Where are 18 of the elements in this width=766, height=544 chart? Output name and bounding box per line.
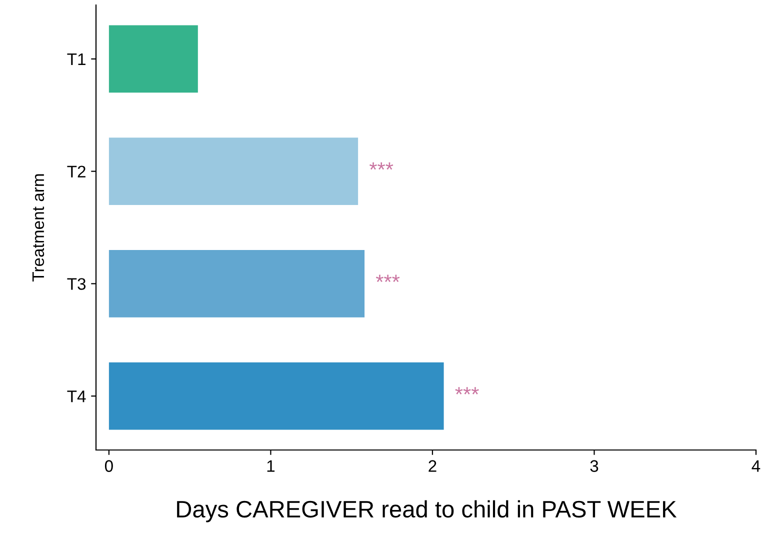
y-tick-label: T2 <box>67 166 86 178</box>
bar <box>108 25 198 93</box>
x-tick-label: 0 <box>104 460 113 472</box>
y-tick-label: T4 <box>67 390 86 402</box>
y-tick-label: T1 <box>67 54 86 65</box>
bar <box>108 250 365 318</box>
x-tick-label: 3 <box>590 460 598 472</box>
x-tick-label: 4 <box>752 460 760 472</box>
x-tick-label: 2 <box>428 460 436 472</box>
y-axis-title: Treatment arm <box>32 174 44 282</box>
x-tick-label: 1 <box>267 460 275 472</box>
bar <box>108 362 444 430</box>
y-tick-label: T3 <box>67 278 86 290</box>
annotation: *** <box>370 162 394 170</box>
annotation: *** <box>376 274 400 282</box>
annotation: *** <box>455 387 479 394</box>
x-axis-title: Days CAREGIVER read to child in PAST WEEK <box>177 500 677 522</box>
bar <box>108 138 358 206</box>
